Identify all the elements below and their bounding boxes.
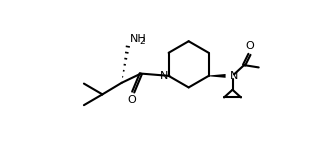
- Text: 2: 2: [140, 37, 145, 46]
- Text: N: N: [159, 71, 168, 81]
- Polygon shape: [209, 74, 226, 78]
- Text: NH: NH: [130, 34, 147, 44]
- Text: O: O: [127, 95, 136, 105]
- Text: O: O: [246, 41, 255, 51]
- Text: N: N: [230, 71, 239, 81]
